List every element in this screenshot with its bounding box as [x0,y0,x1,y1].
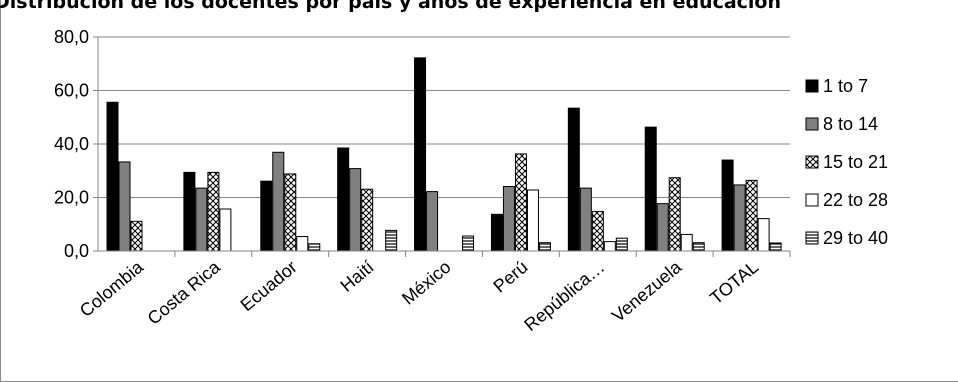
bar-total-15-to-21 [745,179,758,252]
bar-ecuador-22-to-28 [296,236,309,252]
bar-costa-rica-22-to-28 [219,208,232,252]
legend-label-8-to-14: 8 to 14 [823,114,878,134]
bar-peru-15-to-21 [514,153,527,252]
bar-republica-29-to-40 [615,237,628,252]
bar-colombia-15-to-21 [130,220,143,252]
legend-label-1-to-7: 1 to 7 [823,76,868,96]
bar-venezuela-8-to-14 [656,203,669,252]
chart-title: Distribución de los docentes por país y … [0,0,782,13]
bar-ecuador-8-to-14 [272,151,285,252]
bar-republica-8-to-14 [579,187,592,252]
bar-venezuela-1-to-7 [644,126,657,252]
bar-costa-rica-8-to-14 [195,187,208,252]
bar-republica-22-to-28 [603,241,616,252]
y-tick-label: 80,0 [54,27,89,47]
bar-total-8-to-14 [733,184,746,252]
bar-venezuela-22-to-28 [680,233,693,252]
legend-swatch-1-to-7 [805,79,819,93]
x-tick-label: México [398,257,455,309]
legend-swatch-29-to-40 [805,231,819,245]
bar-total-29-to-40 [769,242,782,252]
bar-ecuador-15-to-21 [284,173,297,252]
bar-total-22-to-28 [757,218,770,252]
bar-mexico-8-to-14 [426,191,439,252]
bar-haiti-1-to-7 [337,147,350,252]
y-tick-label: 40,0 [54,134,89,154]
y-tick-label: 0,0 [64,241,89,261]
y-tick-label: 60,0 [54,81,89,101]
bar-mexico-1-to-7 [414,57,427,252]
bar-haiti-29-to-40 [385,229,398,252]
legend-label-29-to-40: 29 to 40 [823,228,888,248]
bar-mexico-29-to-40 [462,235,475,252]
legend-swatch-22-to-28 [805,193,819,207]
bar-peru-22-to-28 [526,189,539,252]
bar-peru-8-to-14 [502,186,515,252]
bar-haiti-8-to-14 [349,168,362,252]
x-tick-label: TOTAL [706,257,762,309]
bar-venezuela-29-to-40 [692,242,705,252]
bar-republica-15-to-21 [591,210,604,252]
bar-ecuador-29-to-40 [308,243,321,252]
bar-costa-rica-15-to-21 [207,171,220,252]
x-tick-label: Colombia [76,256,148,321]
bar-ecuador-1-to-7 [260,180,273,252]
bar-costa-rica-1-to-7 [183,171,196,252]
bar-colombia-1-to-7 [106,101,119,252]
x-tick-label: Venezuela [608,256,686,326]
bar-colombia-8-to-14 [118,161,131,252]
bar-total-1-to-7 [721,159,734,252]
x-tick-label: Perú [489,257,531,297]
x-tick-label: Costa Rica [144,256,225,329]
x-tick-label: República… [520,257,608,335]
legend-swatch-8-to-14 [805,117,819,131]
x-tick-label: Ecuador [237,257,301,315]
bar-venezuela-15-to-21 [668,177,681,252]
legend-swatch-15-to-21 [805,155,819,169]
bar-peru-29-to-40 [538,242,551,252]
bar-haiti-15-to-21 [361,188,374,252]
x-tick-label: Haití [336,257,377,296]
legend-label-15-to-21: 15 to 21 [823,152,888,172]
bar-republica-1-to-7 [567,107,580,252]
legend-label-22-to-28: 22 to 28 [823,190,888,210]
y-tick-label: 20,0 [54,188,89,208]
bar-peru-1-to-7 [490,213,503,252]
